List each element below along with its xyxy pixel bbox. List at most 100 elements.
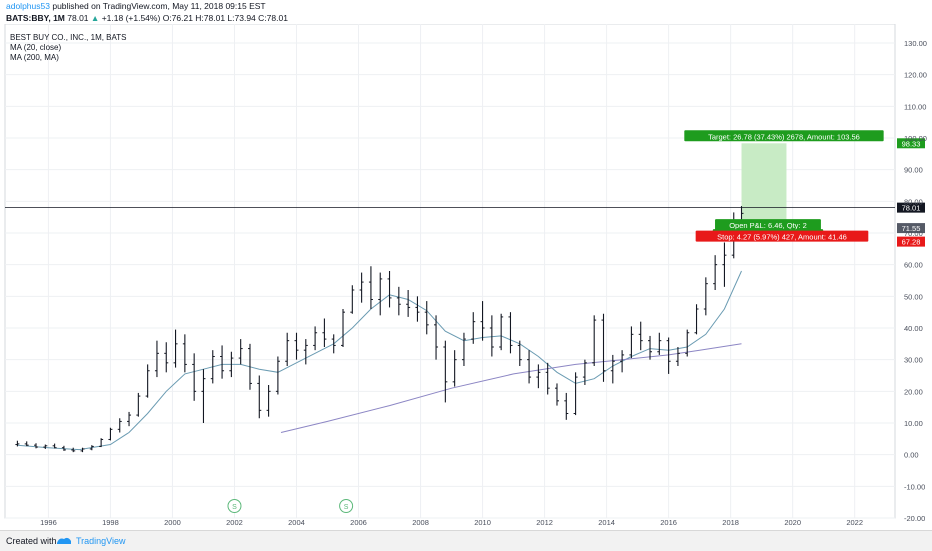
ohlc-bar: [201, 369, 206, 423]
ohlc-bar: [387, 271, 392, 308]
y-tick-label: 70.00: [904, 229, 923, 238]
ohlc-bar: [136, 392, 141, 417]
stop-label-bg: [695, 230, 869, 242]
y-tick-label: 30.00: [904, 356, 923, 365]
ohlc-bar: [610, 354, 615, 384]
ohlc-bar: [359, 272, 364, 303]
y-tick-label: 120.00: [904, 71, 927, 80]
ohlc-bar: [192, 353, 197, 401]
x-tick-label: 2012: [536, 518, 553, 527]
ohlc-bar: [396, 286, 401, 316]
ohlc-bar: [52, 443, 57, 449]
ohlc-values: O:76.21 H:78.01 L:73.94 C:78.01: [162, 13, 288, 23]
chart-overlays: 78.01 98.33 71.55 67.28 Target: 26.78 (37.43…: [5, 130, 925, 513]
candle-series: [15, 206, 744, 453]
ohlc-bar: [638, 321, 643, 351]
ohlc-bar: [564, 392, 569, 420]
target-label: Target: 26.78 (37.43%) 2678, Amount: 103…: [708, 132, 860, 141]
y-tick-label: 0.00: [904, 451, 919, 460]
legend-ma20: MA (20, close): [10, 43, 61, 52]
ohlc-bar: [89, 445, 94, 451]
footer-bar: Created with TradingView: [0, 530, 932, 551]
ohlc-bar: [247, 343, 252, 390]
stop-price-badge-bg: [897, 236, 925, 247]
ohlc-bar: [685, 329, 690, 357]
published-text: published on TradingView.com, May 11, 20…: [52, 1, 266, 11]
ohlc-bar: [117, 418, 122, 433]
y-tick-label: 80.00: [904, 197, 923, 206]
last-price-badge: 78.01: [902, 204, 921, 213]
target-price-badge: 98.33: [902, 139, 921, 148]
x-tick-label: 2018: [722, 518, 739, 527]
up-arrow-icon: ▲: [90, 13, 100, 23]
ma200-line: [280, 343, 742, 433]
ohlc-bar: [424, 301, 429, 335]
ohlc-bar: [461, 332, 466, 366]
ohlc-bar: [443, 340, 448, 403]
plot-frame: [4, 24, 896, 519]
y-tick-label: 110.00: [904, 102, 926, 111]
time-axis: 1996 1998 2000 2002 2004 2006 2008 2010 2012 2014…: [40, 518, 863, 527]
ohlc-bar: [517, 340, 522, 366]
ohlc-bar: [545, 362, 550, 395]
ohlc-bar: [452, 350, 457, 387]
tradingview-brand[interactable]: TradingView: [76, 536, 126, 546]
x-tick-label: 2020: [784, 518, 801, 527]
target-zone: [741, 143, 787, 229]
ohlc-bar: [620, 350, 625, 373]
y-tick-label: 20.00: [904, 387, 923, 396]
ohlc-bar: [480, 301, 485, 341]
ohlc-bar: [629, 326, 634, 359]
ohlc-bar: [415, 296, 420, 322]
stop-label: Stop: 4.27 (5.97%) 427, Amount: 41.46: [717, 233, 847, 242]
ohlc-bar: [182, 334, 187, 373]
ohlc-bar: [434, 315, 439, 360]
stop-price-badge: 67.28: [902, 238, 921, 247]
ohlc-bar: [34, 443, 39, 449]
price-change: +1.18 (+1.54%): [101, 13, 161, 23]
tradingview-logo-icon: [57, 537, 71, 544]
ohlc-bar: [666, 337, 671, 374]
y-tick-label: 40.00: [904, 324, 923, 333]
target-price-badge-bg: [897, 138, 925, 149]
split-marker: [227, 499, 242, 513]
ohlc-bar: [601, 313, 606, 382]
ohlc-bar: [303, 339, 308, 365]
x-tick-label: 2002: [226, 518, 243, 527]
publication-header: adolphus53 published on TradingView.com,…: [6, 1, 266, 11]
ohlc-bar: [71, 447, 76, 453]
ohlc-bar: [368, 266, 373, 309]
ohlc-bar: [350, 285, 355, 314]
ohlc-bar: [703, 277, 708, 316]
chart-canvas[interactable]: 78.01 98.33 71.55 67.28 Target: 26.78 (37.43…: [0, 24, 932, 529]
ohlc-bar: [573, 372, 578, 416]
split-marker: [339, 499, 354, 513]
ohlc-bar: [164, 342, 169, 373]
legend-title: BEST BUY CO., INC., 1M, BATS: [10, 33, 126, 42]
last-price: 78.01: [67, 13, 89, 23]
x-tick-label: 1996: [40, 518, 57, 527]
x-tick-label: 2014: [598, 518, 615, 527]
ohlc-bar: [508, 312, 513, 354]
ohlc-bar: [108, 427, 113, 441]
entry-price-badge: 71.55: [902, 224, 921, 233]
ohlc-bar: [43, 444, 48, 449]
ohlc-bar: [173, 329, 178, 368]
legend-ma200: MA (200, MA): [10, 53, 59, 62]
ohlc-bar: [275, 356, 280, 395]
ohlc-bar: [341, 309, 346, 347]
ohlc-bar: [322, 318, 327, 347]
ohlc-bar: [675, 347, 680, 366]
ohlc-bar: [238, 339, 243, 365]
ohlc-bar: [154, 340, 159, 378]
author-link[interactable]: adolphus53: [6, 1, 50, 11]
ohlc-bar: [257, 375, 262, 419]
x-tick-label: 1998: [102, 518, 119, 527]
pnl-label: Open P&L: 6.46, Qty: 2: [729, 221, 807, 230]
pnl-label-bg: [715, 219, 821, 231]
ohlc-bar: [406, 290, 411, 317]
x-tick-label: 2008: [412, 518, 429, 527]
x-tick-label: 2000: [164, 518, 181, 527]
ohlc-bar: [694, 304, 699, 335]
x-tick-label: 2022: [846, 518, 863, 527]
